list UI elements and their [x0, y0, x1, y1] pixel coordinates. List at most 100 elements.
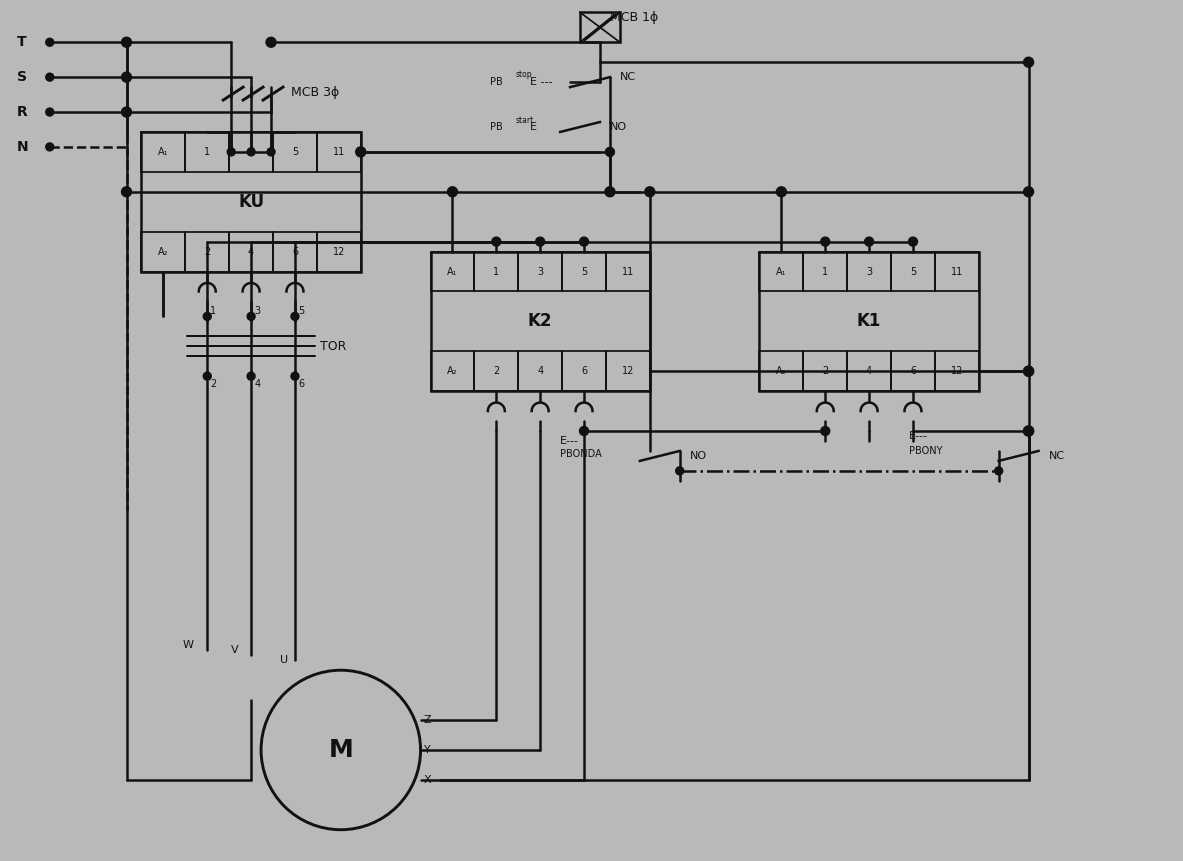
Circle shape: [536, 237, 544, 246]
Text: NO: NO: [610, 122, 627, 132]
Circle shape: [605, 187, 615, 197]
Text: 6: 6: [298, 379, 304, 389]
Text: N: N: [17, 140, 28, 154]
Text: 3: 3: [866, 267, 872, 276]
Text: 5: 5: [581, 267, 587, 276]
Text: 3: 3: [248, 147, 254, 157]
Text: A₁: A₁: [447, 267, 458, 276]
Circle shape: [776, 187, 787, 197]
Circle shape: [995, 467, 1003, 475]
Circle shape: [227, 148, 235, 156]
Bar: [317, 232, 361, 271]
Bar: [142, 132, 361, 271]
Text: K2: K2: [528, 313, 552, 331]
Circle shape: [821, 237, 829, 246]
Bar: [562, 251, 606, 292]
Text: U: U: [280, 655, 289, 666]
Bar: [142, 232, 186, 271]
Text: MCB 1ϕ: MCB 1ϕ: [610, 11, 658, 24]
Bar: [803, 251, 847, 292]
Circle shape: [267, 148, 274, 156]
Circle shape: [247, 148, 256, 156]
Text: 2: 2: [205, 246, 211, 257]
Bar: [273, 132, 317, 172]
Text: A₂: A₂: [159, 246, 169, 257]
Circle shape: [1023, 366, 1034, 376]
Text: E---: E---: [560, 436, 580, 446]
Bar: [759, 351, 803, 391]
Text: stop: stop: [516, 70, 532, 78]
Text: 2: 2: [822, 366, 828, 376]
Text: T: T: [17, 35, 26, 49]
Bar: [562, 351, 606, 391]
Text: 3: 3: [537, 267, 543, 276]
Text: 11: 11: [332, 147, 345, 157]
Text: K1: K1: [856, 313, 881, 331]
Text: NO: NO: [690, 451, 706, 461]
Text: 1: 1: [493, 267, 499, 276]
Text: A₂: A₂: [447, 366, 458, 376]
Bar: [935, 251, 978, 292]
Circle shape: [122, 107, 131, 117]
Bar: [186, 132, 230, 172]
Circle shape: [203, 372, 212, 381]
Text: 12: 12: [622, 366, 634, 376]
Circle shape: [247, 372, 256, 381]
Bar: [273, 232, 317, 271]
Circle shape: [580, 237, 588, 246]
Bar: [474, 251, 518, 292]
Bar: [431, 251, 474, 292]
Bar: [317, 132, 361, 172]
Text: Y: Y: [424, 745, 431, 755]
Text: A₁: A₁: [776, 267, 787, 276]
Bar: [847, 351, 891, 391]
Text: 1: 1: [211, 307, 216, 316]
Circle shape: [46, 143, 53, 151]
Text: PBONDA: PBONDA: [560, 449, 602, 459]
Text: 5: 5: [298, 307, 304, 316]
Text: 2: 2: [493, 366, 499, 376]
Circle shape: [447, 187, 458, 197]
Text: 1: 1: [822, 267, 828, 276]
Text: 12: 12: [951, 366, 963, 376]
Circle shape: [291, 313, 299, 320]
Text: V: V: [231, 645, 239, 655]
Text: NC: NC: [1048, 451, 1065, 461]
Circle shape: [291, 372, 299, 381]
Circle shape: [122, 37, 131, 47]
Text: 5: 5: [292, 147, 298, 157]
Text: 2: 2: [211, 379, 216, 389]
Text: 6: 6: [581, 366, 587, 376]
Text: E ---: E ---: [530, 77, 552, 87]
Bar: [186, 232, 230, 271]
Circle shape: [122, 72, 131, 82]
Circle shape: [46, 73, 53, 81]
Text: 4: 4: [248, 246, 254, 257]
Bar: [431, 351, 474, 391]
Text: 4: 4: [866, 366, 872, 376]
Bar: [759, 251, 803, 292]
Bar: [606, 351, 649, 391]
Circle shape: [356, 147, 366, 157]
Text: A₁: A₁: [159, 147, 169, 157]
Circle shape: [492, 237, 500, 246]
Circle shape: [122, 187, 131, 197]
Circle shape: [645, 187, 655, 197]
Text: S: S: [17, 70, 27, 84]
Text: E: E: [530, 122, 537, 132]
Text: KU: KU: [238, 193, 264, 211]
Circle shape: [606, 147, 614, 157]
Circle shape: [675, 467, 684, 475]
Circle shape: [865, 237, 873, 246]
Bar: [935, 351, 978, 391]
Circle shape: [909, 237, 918, 246]
Bar: [431, 251, 649, 391]
Bar: [474, 351, 518, 391]
Text: 3: 3: [254, 307, 260, 316]
Text: Z: Z: [424, 715, 431, 725]
Text: PB: PB: [490, 122, 503, 132]
Text: 6: 6: [910, 366, 916, 376]
Text: R: R: [17, 105, 27, 119]
Text: E---: E---: [909, 431, 927, 441]
Bar: [803, 351, 847, 391]
